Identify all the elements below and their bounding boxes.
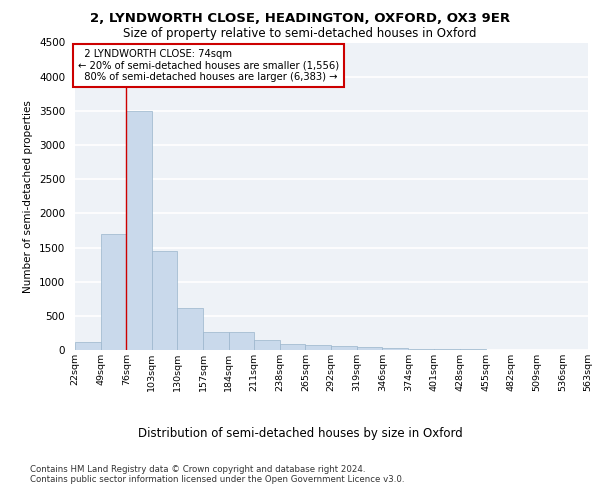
Bar bbox=[280, 344, 305, 350]
Bar bbox=[178, 308, 203, 350]
Text: Contains HM Land Registry data © Crown copyright and database right 2024.
Contai: Contains HM Land Registry data © Crown c… bbox=[30, 465, 404, 484]
Text: Distribution of semi-detached houses by size in Oxford: Distribution of semi-detached houses by … bbox=[137, 428, 463, 440]
Bar bbox=[203, 332, 229, 350]
Text: 2 LYNDWORTH CLOSE: 74sqm
← 20% of semi-detached houses are smaller (1,556)
  80%: 2 LYNDWORTH CLOSE: 74sqm ← 20% of semi-d… bbox=[77, 48, 338, 82]
Bar bbox=[305, 344, 331, 350]
Bar bbox=[229, 332, 254, 350]
Text: 2, LYNDWORTH CLOSE, HEADINGTON, OXFORD, OX3 9ER: 2, LYNDWORTH CLOSE, HEADINGTON, OXFORD, … bbox=[90, 12, 510, 26]
Bar bbox=[254, 340, 280, 350]
Bar bbox=[126, 111, 152, 350]
Bar bbox=[331, 346, 356, 350]
Bar bbox=[152, 251, 178, 350]
Text: Size of property relative to semi-detached houses in Oxford: Size of property relative to semi-detach… bbox=[123, 28, 477, 40]
Bar bbox=[382, 348, 408, 350]
Bar bbox=[101, 234, 126, 350]
Bar bbox=[75, 342, 101, 350]
Y-axis label: Number of semi-detached properties: Number of semi-detached properties bbox=[23, 100, 34, 292]
Bar bbox=[356, 346, 382, 350]
Bar bbox=[409, 348, 434, 350]
